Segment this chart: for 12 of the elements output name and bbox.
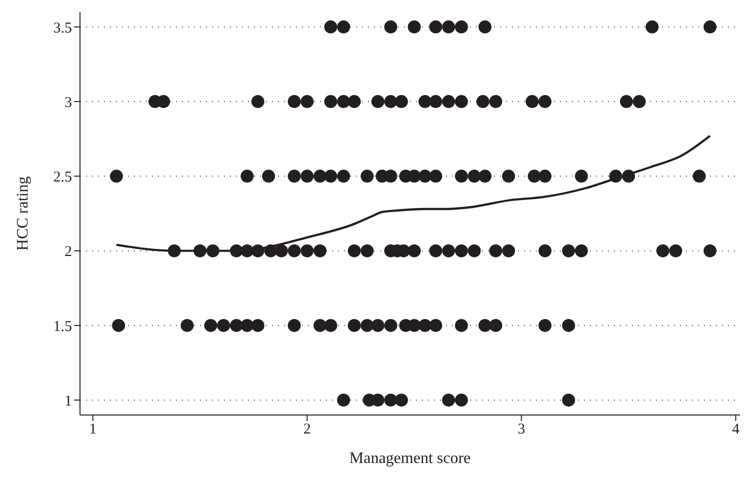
y-axis-title: HCC rating bbox=[14, 176, 32, 251]
x-tick-label: 2 bbox=[303, 422, 311, 438]
x-tick-label: 4 bbox=[732, 422, 740, 438]
y-tick-label: 2.5 bbox=[53, 170, 72, 186]
x-tick-label: 1 bbox=[89, 422, 97, 438]
x-tick-label: 3 bbox=[518, 422, 526, 438]
y-tick-label: 3 bbox=[64, 94, 72, 111]
y-tick-label: 1.5 bbox=[53, 318, 72, 335]
y-tick-label: 2 bbox=[64, 244, 72, 260]
x-axis-title: Management score bbox=[349, 450, 471, 467]
y-tick-label: 1 bbox=[64, 393, 72, 410]
y-tick-label: 3.5 bbox=[53, 20, 72, 36]
